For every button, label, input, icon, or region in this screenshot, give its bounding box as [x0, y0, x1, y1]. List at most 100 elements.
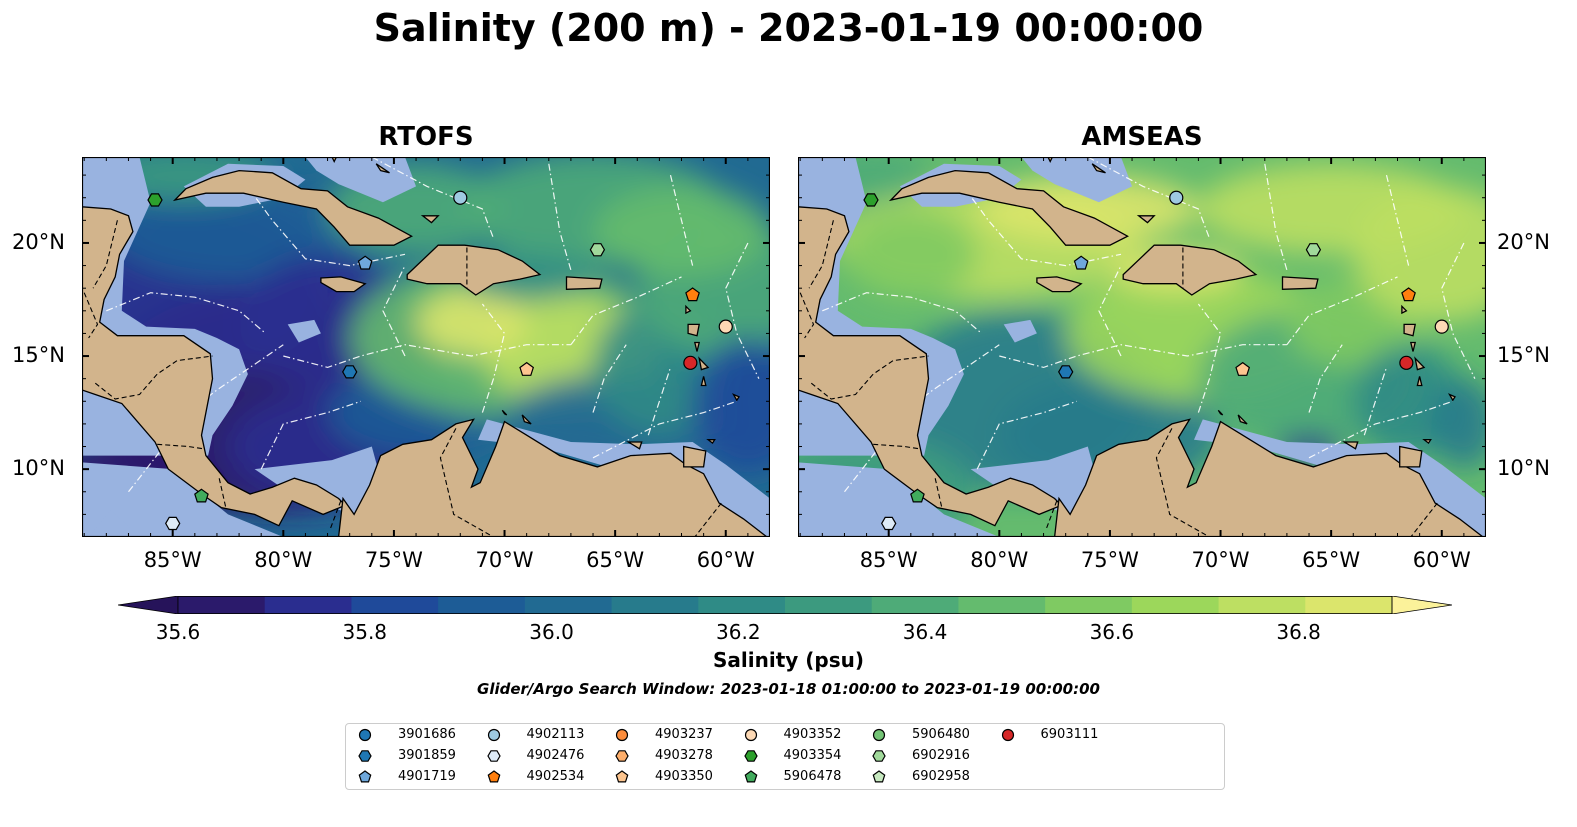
colorbar-segment: [178, 596, 266, 614]
colorbar-segment: [1131, 596, 1220, 614]
colorbar-segment: [1218, 596, 1306, 614]
map-frame: [798, 157, 1486, 537]
lat-label-left: 10°N: [12, 456, 65, 481]
eez-boundary: [1308, 344, 1343, 413]
shallow-water: [804, 509, 856, 537]
legend-marker-4902113: [487, 728, 500, 742]
eez-boundary: [1441, 242, 1476, 379]
eez-boundary: [106, 292, 266, 334]
land: [331, 157, 338, 163]
colorbar-tick-label: 36.6: [1089, 620, 1135, 644]
eez-boundary: [172, 344, 284, 425]
land: [172, 169, 413, 246]
colorbar-segment: [264, 596, 352, 614]
colorbar-segment: [1305, 596, 1393, 614]
colorbar-segment: [871, 596, 959, 614]
colorbar-segment: [351, 596, 439, 614]
land: [1414, 356, 1426, 371]
shallow-water: [305, 157, 416, 203]
float-legend: 3901686 3901859 4901719 4902113 4902476 49025…: [345, 723, 1225, 790]
land: [1091, 163, 1106, 174]
land: [706, 439, 716, 445]
eez-boundary: [999, 344, 1287, 369]
legend-marker-6902958: [872, 770, 886, 783]
country-border: [934, 478, 943, 508]
shallow-water: [88, 509, 140, 537]
lon-label: 85°W: [859, 548, 918, 572]
legend-marker-4903352: [744, 728, 757, 742]
legend-marker-icon: [872, 750, 886, 762]
lon-label: 85°W: [143, 548, 202, 572]
float-4902534: [685, 287, 700, 302]
legend-label: 5906478: [783, 769, 842, 784]
float-4903350: [1235, 361, 1251, 376]
land: [685, 304, 692, 315]
shallow-water: [254, 446, 383, 515]
eez-boundary: [669, 174, 694, 266]
land: [1053, 418, 1486, 537]
eez-boundary: [260, 400, 361, 470]
colorbar-tick-label: 36.2: [716, 620, 761, 644]
legend-label: 4902534: [526, 769, 585, 784]
legend-label: 4903352: [783, 727, 842, 742]
shallow-water: [970, 446, 1099, 515]
colorbar-segment: [1045, 596, 1133, 614]
eez-boundary: [592, 400, 737, 459]
eez-boundary: [1286, 276, 1398, 346]
legend-label: 6903111: [1040, 727, 1099, 742]
legend-label: 4902476: [526, 748, 585, 763]
land: [420, 215, 440, 224]
eez-boundary: [570, 276, 682, 346]
float-4901719: [357, 255, 373, 270]
legend-marker-icon: [1001, 728, 1014, 742]
eez-boundary: [647, 367, 672, 436]
land: [501, 409, 508, 416]
colorbar-segment: [785, 596, 873, 614]
float-4902476: [165, 516, 181, 531]
country-border: [1045, 500, 1058, 531]
legend-marker-5906478: [744, 770, 757, 783]
shallow-water: [798, 462, 1000, 537]
land: [731, 393, 740, 402]
eez-boundary: [1264, 163, 1288, 271]
legend-marker-6903111: [1001, 728, 1014, 742]
shallow-water: [1021, 157, 1132, 203]
salinity-patch: [1430, 378, 1486, 470]
country-border: [329, 500, 342, 531]
land: [1281, 276, 1319, 290]
land: [521, 414, 532, 425]
eez-boundary: [548, 163, 572, 271]
lat-label-left: 15°N: [12, 343, 65, 368]
float-4903354: [147, 193, 163, 207]
panel-title-rtofs: RTOFS: [378, 122, 474, 152]
eez-boundary: [1308, 400, 1453, 459]
legend-label: 4902113: [526, 727, 585, 742]
land: [698, 356, 710, 371]
float-4903354: [863, 193, 879, 207]
colorbar-segment: [438, 596, 526, 614]
legend-label: 6902958: [912, 769, 970, 784]
float-4901719: [1073, 255, 1089, 270]
legend-marker-5906480: [872, 728, 886, 742]
legend-marker-4902476: [486, 750, 501, 762]
rtofs-map: [82, 157, 770, 537]
land: [1047, 157, 1054, 163]
lon-label: 80°W: [254, 548, 313, 572]
lon-label: 60°W: [1412, 548, 1471, 572]
eez-boundary: [1197, 303, 1222, 413]
legend-marker-icon: [486, 750, 501, 762]
float-4902476: [881, 516, 897, 531]
eez-boundary: [1385, 174, 1410, 266]
colorbar-segment: [524, 596, 613, 614]
legend-label: 5906480: [912, 727, 970, 742]
country-border: [92, 220, 118, 289]
float-6902916: [589, 243, 606, 257]
land: [1422, 439, 1432, 445]
float-3901859: [342, 365, 358, 379]
lat-label-left: 20°N: [12, 229, 65, 254]
eez-boundary: [592, 344, 627, 413]
legend-marker-4903350: [615, 770, 629, 783]
land: [1401, 304, 1408, 315]
legend-label: 4903237: [655, 727, 713, 742]
legend-marker-3901686: [358, 728, 372, 742]
